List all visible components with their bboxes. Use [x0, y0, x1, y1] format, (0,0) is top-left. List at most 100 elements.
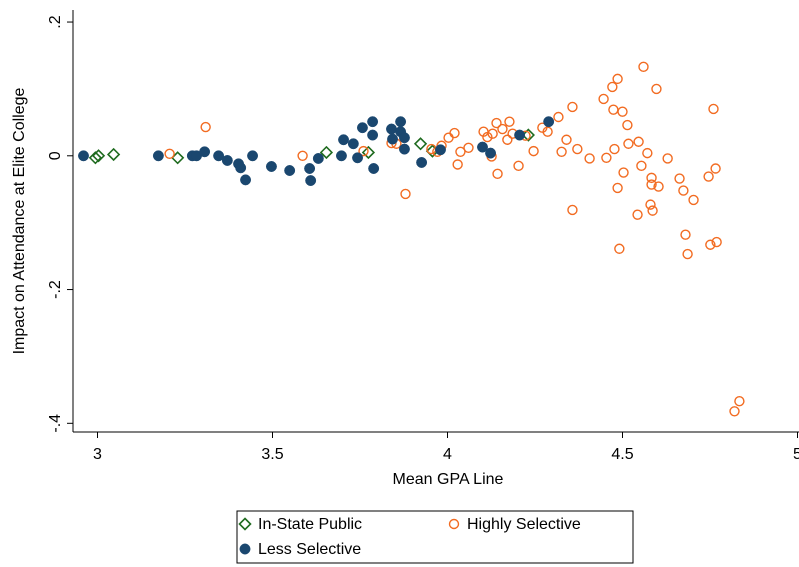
point: [319, 145, 334, 160]
legend-label: Less Selective: [258, 541, 361, 558]
x-tick-label: 5: [793, 446, 799, 463]
point: [601, 152, 612, 164]
point: [561, 134, 572, 145]
point: [612, 182, 623, 194]
point: [513, 160, 524, 172]
point: [647, 205, 658, 216]
point: [452, 159, 463, 170]
point: [399, 132, 410, 144]
point: [491, 117, 502, 129]
point: [734, 396, 745, 407]
point: [164, 148, 175, 159]
point: [416, 157, 428, 168]
point: [705, 239, 716, 250]
point: [247, 150, 259, 162]
point: [632, 209, 643, 220]
point: [567, 204, 578, 216]
point: [543, 116, 555, 128]
point: [395, 116, 407, 128]
point: [266, 161, 277, 172]
point: [653, 181, 664, 192]
y-tick-label: -.4: [47, 414, 64, 433]
point: [463, 142, 474, 153]
point: [703, 171, 714, 182]
y-axis-label: Impact on Attendance at Elite College: [11, 87, 28, 354]
point: [152, 150, 164, 162]
point: [352, 152, 363, 164]
point: [729, 406, 740, 417]
point: [674, 173, 685, 184]
legend-marker: [239, 543, 251, 555]
point: [449, 127, 460, 139]
x-tick-label: 3: [93, 446, 102, 463]
point: [106, 147, 121, 162]
point: [213, 150, 225, 162]
point: [623, 138, 634, 149]
point: [514, 129, 526, 141]
point: [492, 168, 503, 180]
point: [367, 116, 379, 128]
point: [645, 199, 656, 210]
point: [614, 243, 625, 254]
point: [221, 155, 233, 166]
point: [199, 146, 211, 158]
point: [646, 172, 657, 184]
point: [680, 229, 691, 240]
point: [338, 134, 349, 146]
point: [443, 132, 454, 143]
point: [304, 163, 316, 174]
legend-marker: [238, 517, 252, 531]
point: [336, 150, 347, 162]
point: [88, 151, 103, 165]
point: [386, 123, 397, 135]
point: [399, 143, 410, 155]
point: [347, 138, 359, 150]
point: [435, 144, 446, 156]
point: [361, 145, 376, 160]
point: [413, 137, 428, 151]
y-tick-label: 0: [47, 151, 64, 160]
point: [607, 81, 618, 93]
point: [617, 106, 628, 117]
point: [556, 146, 567, 157]
legend-marker: [448, 518, 460, 530]
point: [387, 133, 398, 145]
point: [477, 141, 488, 153]
point: [305, 175, 317, 186]
point: [400, 188, 411, 200]
point: [485, 147, 496, 159]
point: [482, 131, 493, 143]
x-tick-label: 4.5: [611, 446, 633, 463]
point: [711, 236, 722, 248]
point: [682, 248, 693, 260]
point: [504, 116, 515, 127]
legend-box: [236, 510, 634, 564]
point: [497, 123, 508, 135]
point: [367, 129, 379, 141]
point: [633, 136, 644, 147]
point: [710, 163, 721, 174]
point: [618, 167, 629, 178]
point: [598, 93, 609, 105]
point: [284, 165, 296, 176]
point: [567, 101, 578, 113]
point: [297, 150, 308, 161]
legend-label: In-State Public: [258, 516, 362, 533]
point: [572, 143, 583, 155]
point: [368, 163, 380, 174]
point: [91, 149, 106, 163]
x-tick-label: 3.5: [261, 446, 283, 463]
point: [638, 61, 649, 73]
y-tick-label: -.2: [47, 280, 64, 299]
point: [542, 126, 553, 137]
point: [553, 111, 564, 123]
point: [78, 150, 89, 162]
x-axis-label: Mean GPA Line: [393, 471, 504, 488]
point: [622, 119, 633, 131]
point: [688, 194, 699, 206]
point: [636, 160, 647, 172]
point: [357, 122, 368, 134]
point: [609, 143, 620, 155]
